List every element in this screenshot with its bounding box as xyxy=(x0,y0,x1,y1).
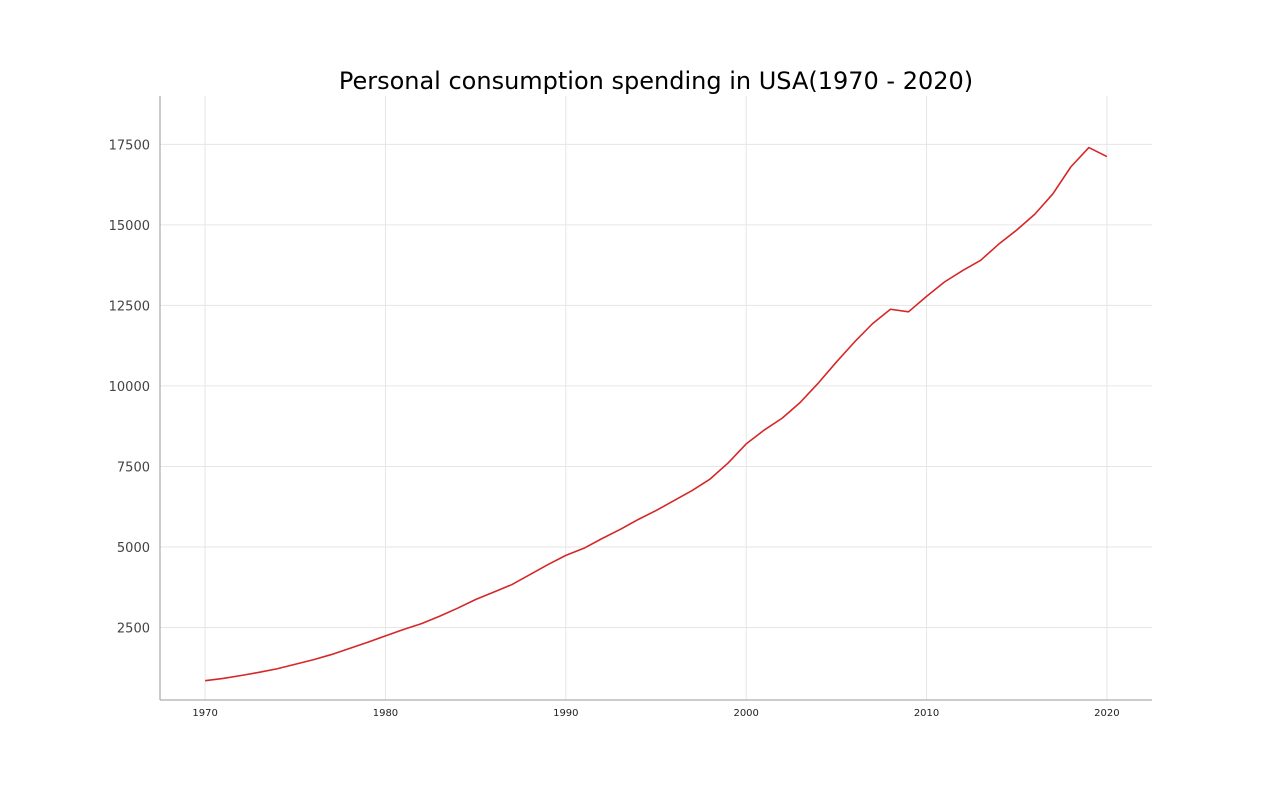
data-point xyxy=(420,622,424,626)
data-point xyxy=(347,646,351,650)
data-point xyxy=(816,381,820,385)
data-point xyxy=(888,307,892,311)
series-0 xyxy=(203,146,1109,683)
x-tick-label: 1990 xyxy=(553,708,578,719)
data-point xyxy=(1015,228,1019,232)
x-tick-label: 1970 xyxy=(192,708,217,719)
x-tick-labels: 1970 1980 1990 2000 2010 2020 xyxy=(192,708,1119,719)
data-point xyxy=(654,509,658,513)
data-point xyxy=(293,662,297,666)
y-tick-label: 10000 xyxy=(109,380,150,395)
data-point xyxy=(762,428,766,432)
data-point xyxy=(474,597,478,601)
data-point xyxy=(690,489,694,493)
data-point xyxy=(365,640,369,644)
data-point xyxy=(383,634,387,638)
data-point xyxy=(1051,192,1055,196)
data-point xyxy=(708,477,712,481)
series-line xyxy=(204,146,1108,682)
chart-title: Personal consumption spending in USA(197… xyxy=(339,67,973,95)
x-tick-label: 1980 xyxy=(373,708,398,719)
data-point xyxy=(726,461,730,465)
series-layer xyxy=(203,146,1109,683)
data-point xyxy=(239,674,243,678)
y-tick-label: 17500 xyxy=(109,138,150,153)
data-point xyxy=(997,242,1001,246)
data-point xyxy=(870,322,874,326)
data-point xyxy=(401,627,405,631)
data-point xyxy=(311,658,315,662)
x-tick-label: 2020 xyxy=(1094,708,1119,719)
data-point xyxy=(852,340,856,344)
data-point xyxy=(546,563,550,567)
data-point xyxy=(780,416,784,420)
axes xyxy=(159,96,1152,701)
y-tick-label: 12500 xyxy=(109,299,150,314)
data-point xyxy=(275,667,279,671)
data-point xyxy=(672,499,676,503)
data-point xyxy=(1087,146,1091,150)
y-tick-labels: 2500 5000 7500 10000 12500 15000 17500 xyxy=(109,138,150,636)
data-point xyxy=(600,537,604,541)
data-point xyxy=(564,553,568,557)
data-point xyxy=(257,670,261,674)
data-point xyxy=(510,583,514,587)
x-tick-label: 2010 xyxy=(914,708,939,719)
data-point xyxy=(528,573,532,577)
data-point xyxy=(907,310,911,314)
data-point xyxy=(1033,212,1037,216)
data-point xyxy=(925,294,929,298)
grid-lines xyxy=(160,96,1152,700)
data-point xyxy=(1069,165,1073,169)
data-point xyxy=(961,269,965,273)
data-point xyxy=(582,546,586,550)
data-point xyxy=(798,400,802,404)
y-tick-label: 5000 xyxy=(117,541,150,556)
x-tick-label: 2000 xyxy=(733,708,758,719)
data-point xyxy=(492,590,496,594)
data-point xyxy=(203,679,207,683)
y-tick-label: 15000 xyxy=(109,219,150,234)
data-point xyxy=(456,606,460,610)
data-point xyxy=(636,518,640,522)
data-point xyxy=(618,528,622,532)
data-point xyxy=(221,676,225,680)
data-point xyxy=(744,442,748,446)
y-tick-label: 7500 xyxy=(117,460,150,475)
data-point xyxy=(438,614,442,618)
data-point xyxy=(329,653,333,657)
y-tick-label: 2500 xyxy=(117,622,150,637)
data-point xyxy=(979,258,983,262)
data-point xyxy=(943,280,947,284)
data-point xyxy=(1105,155,1109,159)
data-point xyxy=(834,360,838,364)
